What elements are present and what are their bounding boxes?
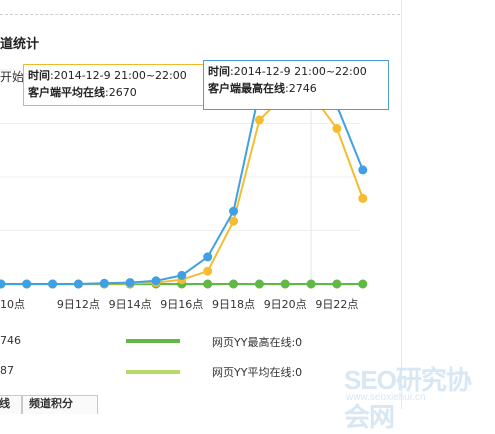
watermark-logo: SEO研究协会网 (344, 365, 472, 432)
data-point (99, 278, 109, 288)
series-line (0, 87, 364, 285)
tooltip-average-online: 时间:2014-12-9 21:00~22:00 客户端平均在线:2670 (23, 64, 207, 106)
time-range-label: 开始 (0, 70, 25, 84)
data-point (22, 279, 32, 289)
tooltip-avg-time-value: :2014-12-9 21:00~22:00 (50, 69, 187, 82)
x-tick-label: 9日18点 (212, 298, 255, 311)
tooltip-avg-metric-value: :2670 (105, 86, 137, 99)
data-point (177, 270, 187, 280)
tab-online[interactable]: 线 (0, 395, 22, 414)
legend-web-avg-label: 网页YY平均在线:0 (212, 366, 303, 379)
data-point (306, 279, 316, 289)
data-point (358, 165, 368, 175)
panel-title: 道统计 (0, 37, 40, 52)
x-tick-label: 9日22点 (315, 298, 358, 311)
data-point (280, 279, 290, 289)
data-point (73, 279, 83, 289)
data-point (48, 279, 58, 289)
legend-client-max-value: 746 (0, 334, 21, 347)
data-point (125, 278, 135, 288)
tooltip-max-time-label: 时间 (208, 65, 230, 78)
data-point (229, 206, 238, 216)
watermark-url: www.seoxiehui.cn (346, 392, 426, 403)
data-point (203, 252, 213, 262)
tab-channel-points[interactable]: 频道积分 (22, 395, 98, 414)
data-point (332, 124, 342, 133)
tooltip-avg-metric-label: 客户端平均在线 (28, 86, 105, 99)
data-point (0, 279, 6, 289)
data-point (332, 279, 342, 289)
tooltip-max-online: 时间:2014-12-9 21:00~22:00 客户端最高在线:2746 (203, 60, 389, 110)
tooltip-max-metric-label: 客户端最高在线 (208, 82, 285, 95)
data-point (229, 279, 238, 289)
legend-web-avg-swatch (126, 370, 180, 374)
legend-web-max-swatch (126, 339, 180, 343)
x-tick-label: 10点 (0, 298, 25, 311)
data-point (358, 279, 368, 289)
data-point (254, 279, 264, 289)
tooltip-avg-time-label: 时间 (28, 69, 50, 82)
data-point (203, 279, 213, 289)
tooltip-max-time-value: :2014-12-9 21:00~22:00 (230, 65, 367, 78)
panel-right-border (401, 0, 402, 409)
legend-client-avg-value: 87 (0, 364, 14, 377)
x-tick-label: 9日14点 (109, 298, 152, 311)
data-point (203, 266, 213, 276)
data-point (358, 193, 368, 203)
data-point (229, 216, 238, 226)
tooltip-max-metric-value: :2746 (285, 82, 317, 95)
x-tick-label: 9日12点 (57, 298, 100, 311)
legend-web-max-label: 网页YY最高在线:0 (212, 336, 303, 349)
top-divider (0, 14, 400, 15)
x-tick-label: 9日16点 (160, 298, 203, 311)
series-line (0, 92, 364, 285)
data-point (254, 115, 264, 125)
x-tick-label: 9日20点 (264, 298, 307, 311)
data-point (151, 276, 161, 286)
